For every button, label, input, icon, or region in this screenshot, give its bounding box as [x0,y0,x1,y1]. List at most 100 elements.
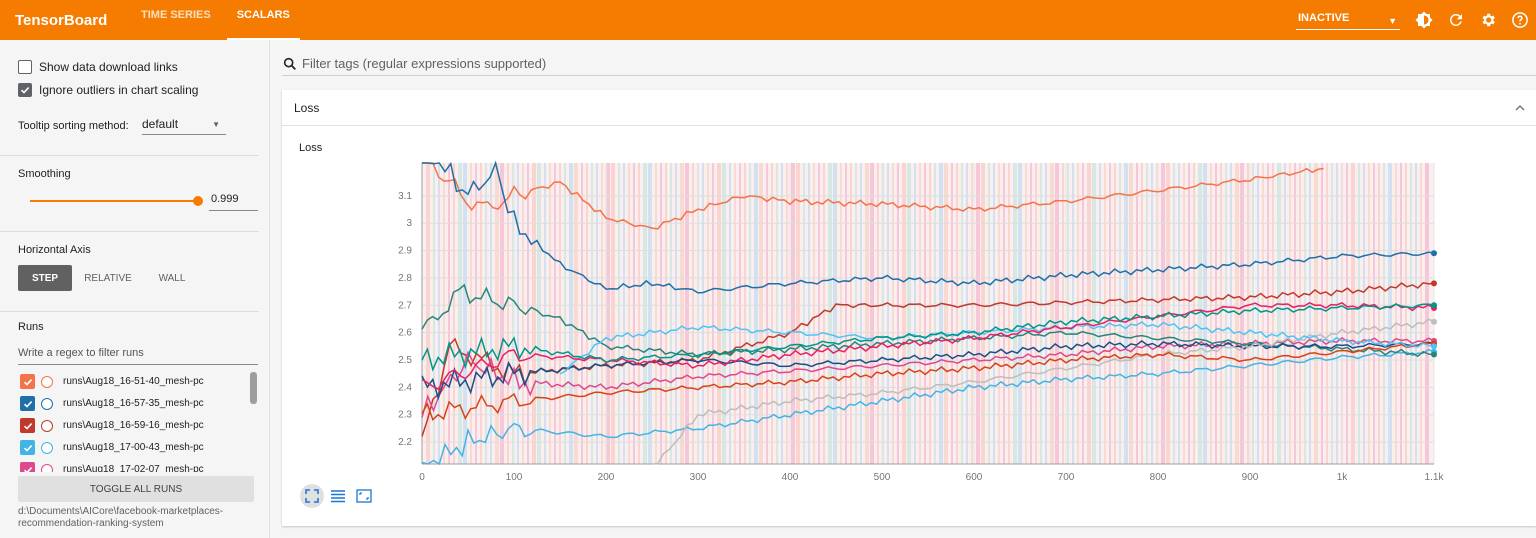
tab-scalars[interactable]: SCALARS [226,0,300,40]
raw-data-stripe [1109,163,1111,464]
raw-data-stripe [480,163,482,464]
help-icon[interactable] [1504,4,1536,36]
settings-icon[interactable] [1472,4,1504,36]
raw-data-stripe [1321,163,1323,464]
show-download-checkbox[interactable] [18,60,32,74]
run-checkbox[interactable] [20,374,35,389]
raw-data-stripe [934,163,936,464]
raw-data-stripe [761,163,763,464]
raw-data-stripe [554,163,556,464]
toggle-all-runs-button[interactable]: TOGGLE ALL RUNS [18,476,254,502]
raw-data-stripe [1415,163,1417,464]
run-color-swatch[interactable] [41,441,53,454]
run-color-swatch[interactable] [41,419,53,432]
series-end-point [1431,250,1437,257]
raw-data-stripe [1126,163,1128,464]
smoothing-slider-thumb[interactable] [193,196,203,206]
raw-data-stripe [1267,163,1269,464]
fit-domain-button[interactable] [352,484,376,508]
horizontal-axis-section: Horizontal Axis STEP RELATIVE WALL [0,232,259,312]
run-color-swatch[interactable] [41,397,53,410]
raw-data-stripe [907,163,909,464]
raw-data-stripe [1003,163,1005,464]
tab-time-series[interactable]: TIME SERIES [141,9,211,21]
raw-data-stripe [1425,163,1427,464]
card-header[interactable]: Loss [282,90,1536,126]
run-item[interactable]: runs\Aug18_17-00-43_mesh-pc [20,440,204,455]
raw-data-stripe [1089,163,1091,464]
smoothing-value-input[interactable]: 0.999 [209,193,258,211]
raw-data-stripe [670,163,672,464]
axis-relative-button[interactable]: RELATIVE [84,272,132,284]
axis-wall-button[interactable]: WALL [158,272,186,284]
run-checkbox[interactable] [20,462,35,472]
run-item[interactable]: runs\Aug18_17-02-07_mesh-pc [20,462,204,472]
raw-data-stripe [872,163,874,464]
ignore-outliers-row[interactable]: Ignore outliers in chart scaling [18,83,198,97]
loss-chart[interactable]: 2.2 2.3 2.4 2.5 2.6 2.7 2.8 2.9 3 3.1 0 100 200 300 40… [282,160,1462,490]
runs-scrollbar[interactable] [250,372,257,404]
raw-data-stripe [882,163,884,464]
run-item[interactable]: runs\Aug18_16-51-40_mesh-pc [20,374,204,389]
raw-data-stripe [719,163,721,464]
run-checkbox[interactable] [20,418,35,433]
ignore-outliers-checkbox[interactable] [18,83,32,97]
run-color-swatch[interactable] [41,463,53,472]
dark-mode-icon[interactable] [1408,4,1440,36]
raw-data-stripe [1279,163,1281,464]
refresh-icon[interactable] [1440,4,1472,36]
raw-data-stripe [914,163,916,464]
raw-data-stripe [981,163,983,464]
raw-data-stripe [475,163,477,464]
run-item[interactable]: runs\Aug18_16-57-35_mesh-pc [20,396,204,411]
run-item[interactable]: runs\Aug18_16-59-16_mesh-pc [20,418,204,433]
y-tick-label: 2.8 [398,273,412,284]
chevron-up-icon[interactable] [1514,102,1526,114]
raw-data-stripe [1205,163,1207,464]
app-title: TensorBoard [15,11,108,29]
series-line [422,160,1435,294]
show-download-links-row[interactable]: Show data download links [18,60,178,74]
raw-data-stripe [1082,163,1084,464]
raw-data-stripe [988,163,990,464]
raw-data-stripe [823,163,825,464]
raw-data-stripe [939,163,941,464]
raw-data-stripe [608,163,610,464]
raw-data-stripe [1200,163,1202,464]
tag-filter-input[interactable]: Filter tags (regular expressions support… [282,52,1536,76]
raw-data-stripe [1309,163,1311,464]
y-tick-label: 2.9 [398,246,412,257]
x-tick-label: 200 [598,472,615,483]
raw-data-stripe [623,163,625,464]
runs-filter-input[interactable]: Write a regex to filter runs [18,343,258,365]
run-color-swatch[interactable] [41,375,53,388]
raw-data-stripe [591,163,593,464]
raw-data-stripe [1284,163,1286,464]
x-tick-label: 900 [1242,472,1259,483]
raw-data-stripe [660,163,662,464]
smoothing-slider-track[interactable] [30,200,200,202]
run-checkbox[interactable] [20,440,35,455]
raw-data-stripe [507,163,509,464]
raw-data-stripe [1008,163,1010,464]
raw-data-stripe [1099,163,1101,464]
raw-data-stripe [460,163,462,464]
reload-status-select[interactable]: INACTIVE ▼ [1296,10,1400,30]
raw-data-stripe [1114,163,1116,464]
reload-status-label: INACTIVE [1298,12,1350,24]
fullscreen-button[interactable] [300,484,324,508]
raw-data-stripe [1420,163,1422,464]
toggle-log-button[interactable] [326,484,350,508]
raw-data-stripe [1057,163,1059,464]
raw-data-stripe [707,163,709,464]
raw-data-stripe [1353,163,1355,464]
series-line [559,321,1435,375]
axis-step-button[interactable]: STEP [18,265,72,291]
run-checkbox[interactable] [20,396,35,411]
series-line [421,336,1435,418]
raw-data-stripe [759,163,761,464]
tooltip-sort-select[interactable]: default ▼ [142,117,226,135]
raw-data-stripe [606,163,608,464]
raw-data-stripe [564,163,566,464]
raw-data-stripe [796,163,798,464]
